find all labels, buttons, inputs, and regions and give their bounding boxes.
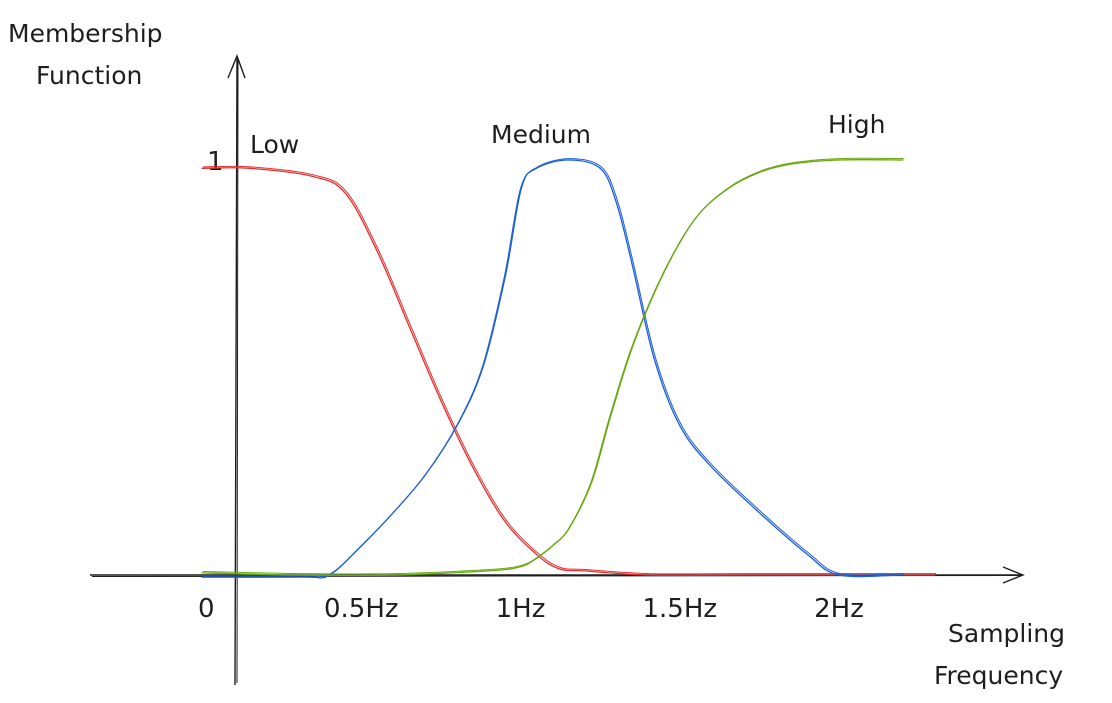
- x-tick-label: 1.5Hz: [642, 594, 717, 624]
- y-tick-label: 1: [207, 147, 224, 177]
- series-label-high: High: [828, 110, 885, 139]
- series-label-low: Low: [250, 130, 299, 159]
- series-line-high: [201, 159, 904, 577]
- series-line-low: [201, 167, 936, 576]
- origin-tick-label: 0: [198, 594, 215, 624]
- x-axis-arrowhead: [1002, 566, 1025, 584]
- series-labels: Low Medium High: [250, 110, 885, 159]
- y-axis-title-line-1: Membership: [8, 19, 163, 48]
- series-line-high-sketch: [202, 157, 905, 575]
- y-axis-line: [234, 56, 238, 686]
- series-line-medium-sketch: [202, 158, 905, 577]
- axes: [90, 54, 1025, 686]
- x-axis-title-line-2: Frequency: [934, 661, 1063, 690]
- x-tick-label: 0.5Hz: [324, 594, 399, 624]
- y-tick-labels: 1: [207, 147, 224, 177]
- series-lines: [201, 157, 937, 579]
- x-tick-labels: 0.5Hz 1Hz 1.5Hz 2Hz: [324, 594, 864, 624]
- x-tick-label: 1Hz: [496, 594, 546, 624]
- y-axis-arrowhead: [227, 54, 246, 79]
- series-label-medium: Medium: [491, 120, 591, 149]
- y-axis-title-line-2: Function: [36, 61, 142, 90]
- series-line-medium: [201, 159, 904, 579]
- y-axis-line-sketch: [236, 59, 239, 684]
- x-axis-title-line-1: Sampling: [948, 619, 1065, 648]
- x-axis-line-sketch: [91, 575, 1021, 577]
- x-tick-label: 2Hz: [814, 594, 864, 624]
- series-line-low-sketch: [202, 165, 937, 575]
